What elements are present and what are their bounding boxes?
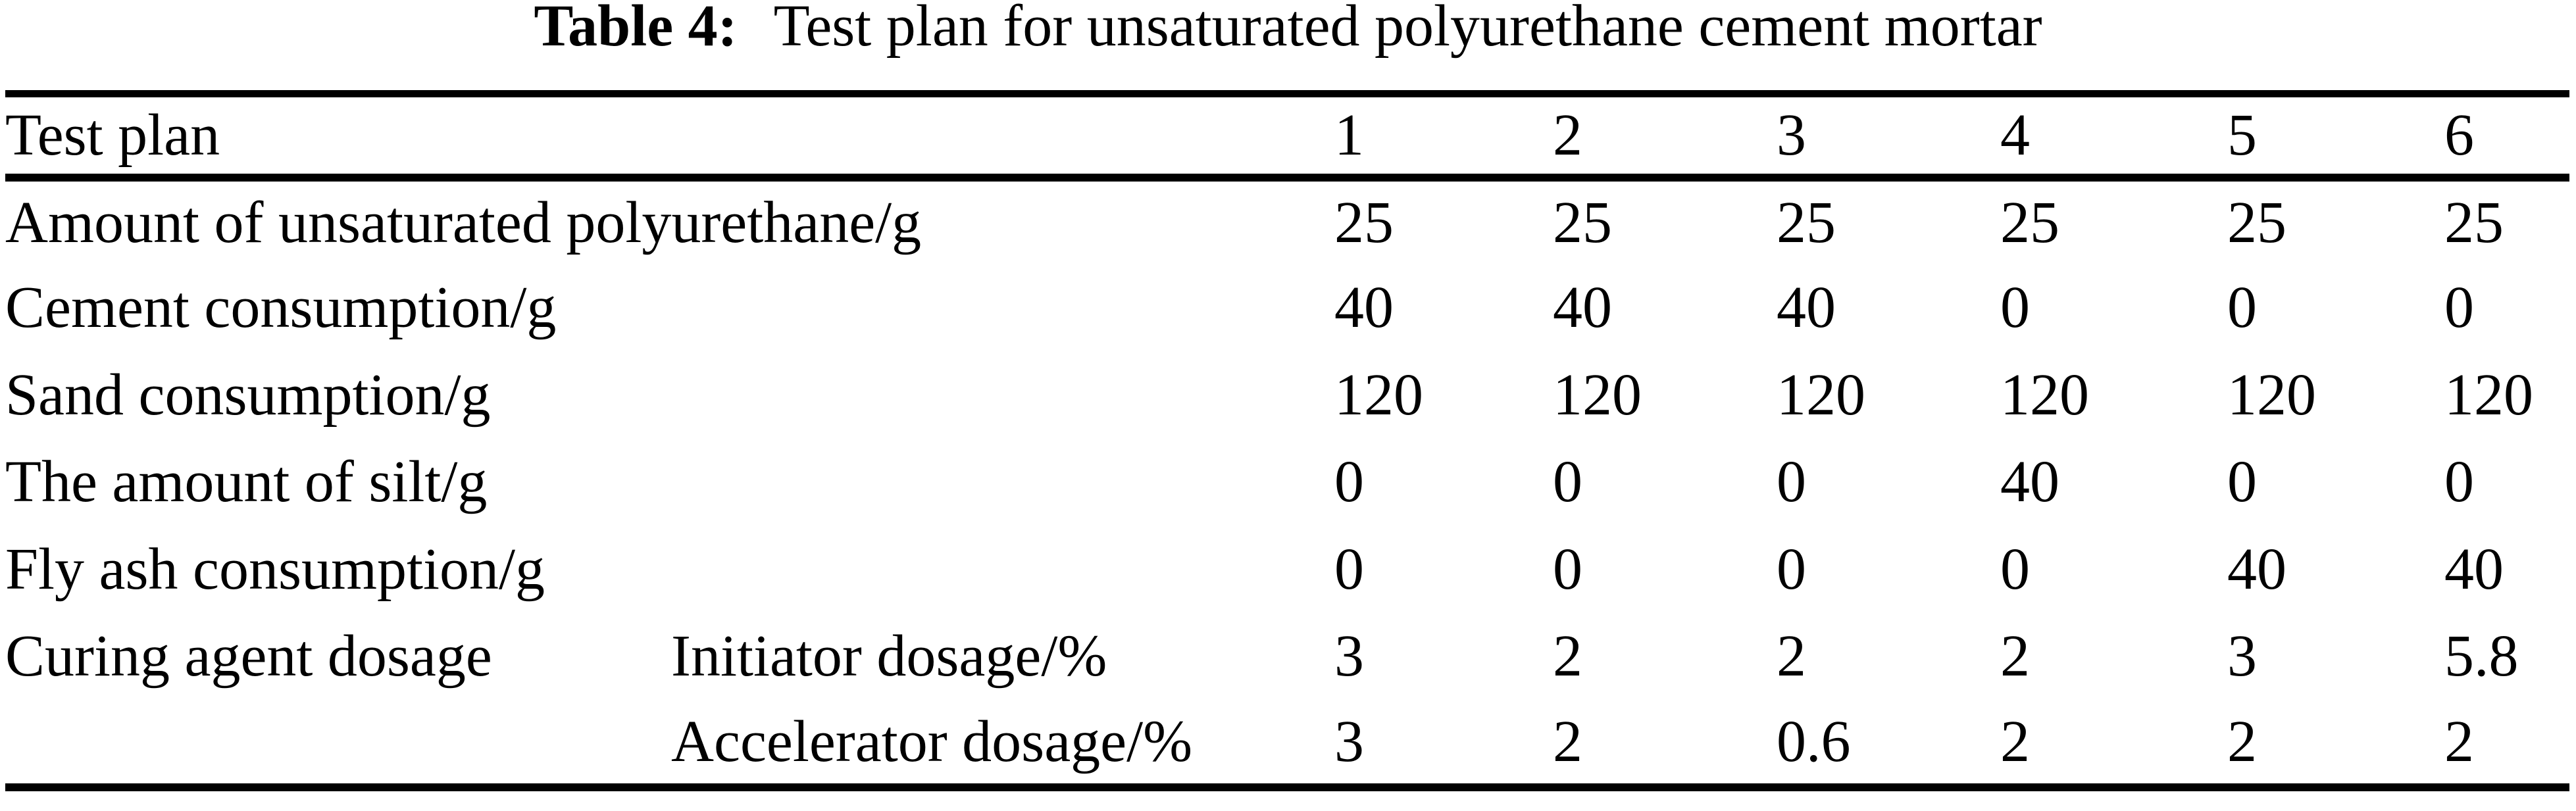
table-cell: 0 [1334, 449, 1364, 515]
table-row-accelerator: Accelerator dosage/% 3 2 0.6 2 2 2 [5, 700, 2569, 788]
table-cell: 0 [2444, 449, 2474, 515]
table-cell: 0 [1334, 536, 1364, 602]
table-cell: 40 [2227, 536, 2286, 602]
row-label: Fly ash consumption/g [5, 536, 545, 602]
header-col-4: 4 [2000, 102, 2030, 168]
table-caption-number: Table 4: [534, 0, 738, 59]
row-sublabel: Accelerator dosage/% [671, 708, 1193, 774]
table-cell: 25 [1553, 189, 1612, 255]
table-row-cement: Cement consumption/g 40 40 40 0 0 0 [5, 264, 2569, 352]
table-cell: 3 [2227, 624, 2257, 689]
table-cell: 2 [2444, 708, 2474, 774]
table-cell: 40 [2000, 449, 2059, 515]
table-row-silt: The amount of silt/g 0 0 0 40 0 0 [5, 439, 2569, 526]
table-cell: 2 [2227, 708, 2257, 774]
table-cell: 40 [1777, 275, 1836, 341]
header-col-6: 6 [2444, 102, 2474, 168]
row-sublabel: Initiator dosage/% [671, 624, 1107, 689]
table-cell: 0 [1777, 449, 1806, 515]
table-cell: 120 [2227, 362, 2316, 428]
header-col-3: 3 [1777, 102, 1806, 168]
table-cell: 0.6 [1777, 708, 1851, 774]
table-cell: 120 [1777, 362, 1865, 428]
table-cell: 0 [2227, 449, 2257, 515]
table-row-polyurethane: Amount of unsaturated polyurethane/g 25 … [5, 178, 2569, 265]
row-label-empty [5, 700, 671, 788]
table-cell: 120 [2444, 362, 2533, 428]
table-cell: 0 [2227, 275, 2257, 341]
table-cell: 25 [2000, 189, 2059, 255]
header-col-2: 2 [1553, 102, 1582, 168]
table-cell: 25 [2227, 189, 2286, 255]
table-cell: 3 [1334, 708, 1364, 774]
table-cell: 2 [1553, 708, 1582, 774]
table-caption-text: Test plan for unsaturated polyurethane c… [773, 0, 2042, 59]
row-label: The amount of silt/g [5, 449, 488, 515]
header-col-1: 1 [1334, 102, 1364, 168]
table-cell: 0 [1553, 536, 1582, 602]
row-label: Sand consumption/g [5, 362, 491, 428]
table-cell: 2 [1777, 624, 1806, 689]
row-label: Curing agent dosage [5, 624, 492, 689]
table-cell: 0 [1553, 449, 1582, 515]
test-plan-table: Test plan 1 2 3 4 5 6 Amount of unsatura… [5, 90, 2569, 791]
table-row-initiator: Curing agent dosage Initiator dosage/% 3… [5, 613, 2569, 700]
table-cell: 120 [2000, 362, 2089, 428]
table-cell: 5.8 [2444, 624, 2519, 689]
table-cell: 0 [1777, 536, 1806, 602]
table-cell: 40 [1334, 275, 1394, 341]
table-cell: 3 [1334, 624, 1364, 689]
table-cell: 40 [1553, 275, 1612, 341]
table-cell: 2 [1553, 624, 1582, 689]
table-cell: 25 [2444, 189, 2504, 255]
header-row-label: Test plan [5, 102, 220, 168]
table-cell: 2 [2000, 624, 2030, 689]
row-label: Cement consumption/g [5, 275, 557, 341]
table-row-flyash: Fly ash consumption/g 0 0 0 0 40 40 [5, 526, 2569, 614]
header-row: Test plan 1 2 3 4 5 6 [5, 94, 2569, 178]
table-cell: 25 [1334, 189, 1394, 255]
table-cell: 120 [1553, 362, 1642, 428]
table-cell: 40 [2444, 536, 2504, 602]
table-cell: 120 [1334, 362, 1423, 428]
header-col-5: 5 [2227, 102, 2257, 168]
table-cell: 0 [2000, 536, 2030, 602]
row-label: Amount of unsaturated polyurethane/g [5, 189, 922, 255]
table-cell: 2 [2000, 708, 2030, 774]
table-row-sand: Sand consumption/g 120 120 120 120 120 1… [5, 352, 2569, 439]
table-cell: 25 [1777, 189, 1836, 255]
table-cell: 0 [2444, 275, 2474, 341]
table-cell: 0 [2000, 275, 2030, 341]
table-caption: Table 4: Test plan for unsaturated polyur… [0, 0, 2576, 57]
